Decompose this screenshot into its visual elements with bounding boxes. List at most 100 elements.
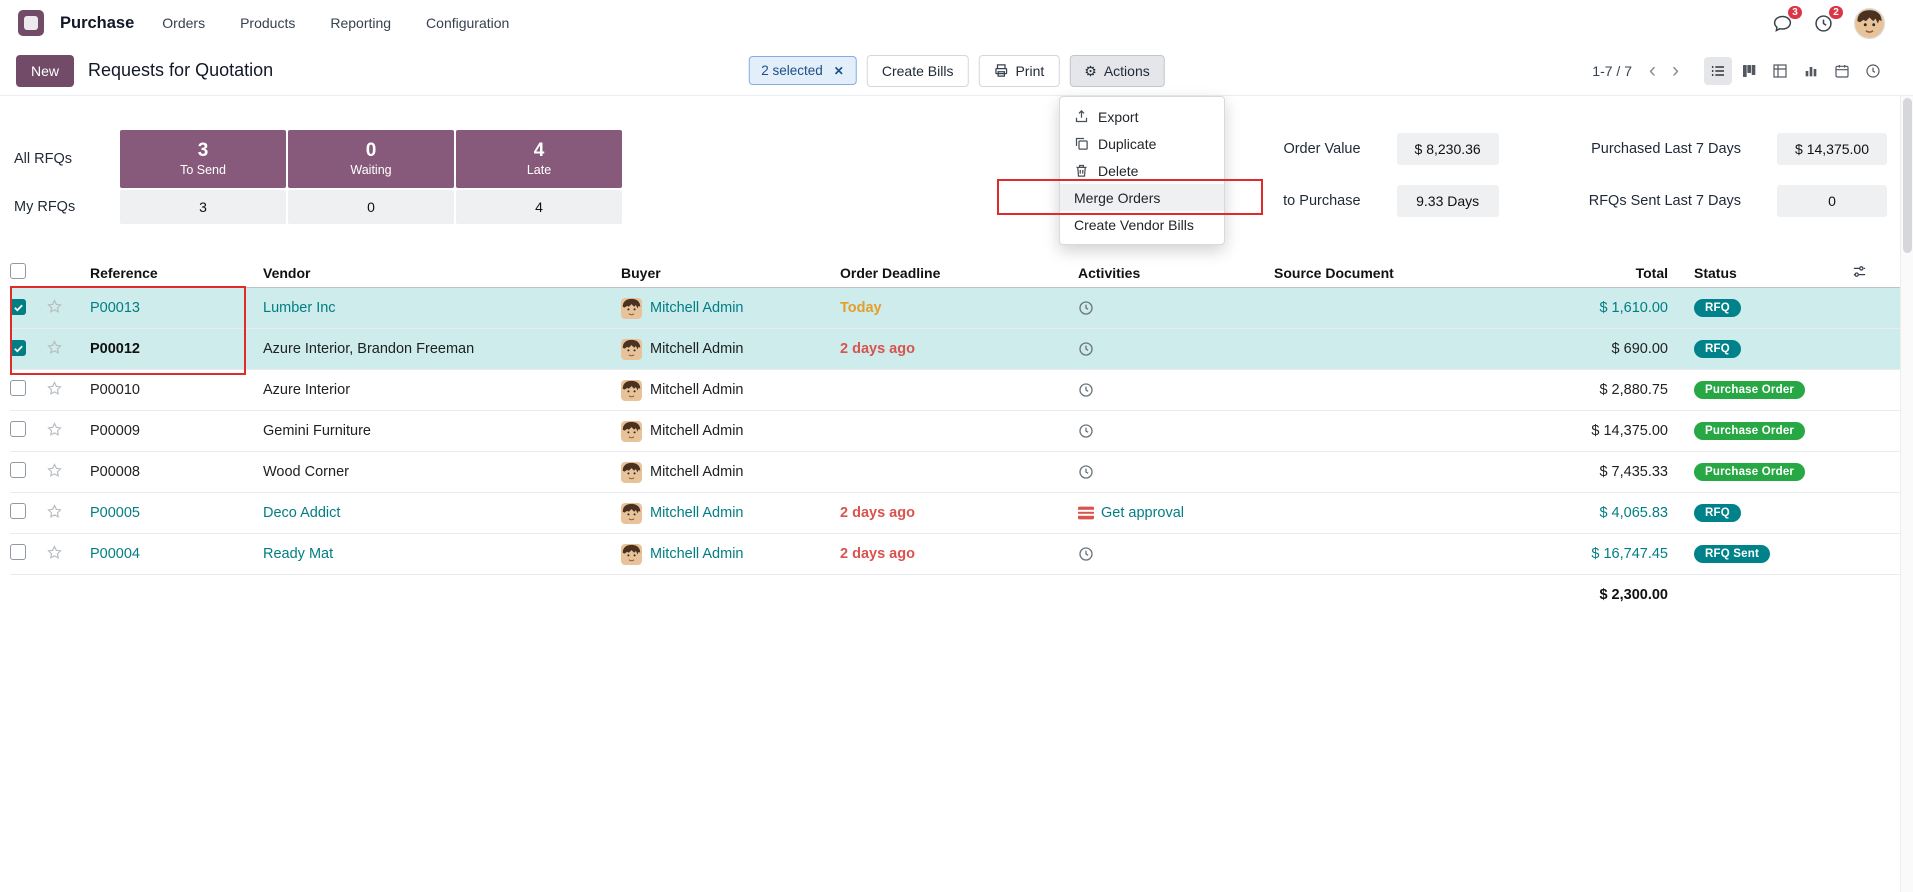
row-checkbox[interactable] bbox=[10, 299, 26, 316]
reference-cell[interactable]: P00009 bbox=[90, 423, 140, 439]
vendor-cell[interactable]: Lumber Inc bbox=[263, 300, 336, 316]
buyer-cell[interactable]: Mitchell Admin bbox=[621, 380, 840, 401]
activity-cell[interactable]: Get approval bbox=[1078, 505, 1274, 521]
view-pivot-button[interactable] bbox=[1766, 57, 1794, 85]
tile-waiting[interactable]: 0 Waiting bbox=[288, 130, 454, 188]
total-cell[interactable]: $ 690.00 bbox=[1611, 341, 1668, 357]
status-cell[interactable]: RFQ Sent bbox=[1682, 545, 1852, 563]
total-cell[interactable]: $ 7,435.33 bbox=[1599, 464, 1668, 480]
row-checkbox[interactable] bbox=[10, 340, 26, 357]
vendor-cell[interactable]: Deco Addict bbox=[263, 505, 341, 521]
deadline-cell[interactable]: 2 days ago bbox=[840, 341, 915, 357]
table-row[interactable]: P00012 Azure Interior, Brandon Freeman M… bbox=[10, 329, 1913, 370]
activity-cell[interactable] bbox=[1078, 423, 1274, 439]
deadline-cell[interactable]: Today bbox=[840, 300, 882, 316]
clear-selection-icon[interactable]: ✕ bbox=[833, 63, 844, 78]
my-to-send-value[interactable]: 3 bbox=[120, 190, 286, 224]
view-activity-button[interactable] bbox=[1859, 57, 1887, 85]
col-vendor[interactable]: Vendor bbox=[263, 264, 311, 281]
favorite-star-icon[interactable] bbox=[46, 503, 90, 524]
activity-cell[interactable] bbox=[1078, 300, 1274, 316]
table-row[interactable]: P00008 Wood Corner Mitchell Admin $ 7,43… bbox=[10, 452, 1913, 493]
new-button[interactable]: New bbox=[16, 54, 75, 87]
buyer-cell[interactable]: Mitchell Admin bbox=[621, 503, 840, 524]
menu-item-delete[interactable]: Delete bbox=[1060, 157, 1224, 184]
view-calendar-button[interactable] bbox=[1828, 57, 1856, 85]
view-list-button[interactable] bbox=[1704, 56, 1732, 85]
table-row[interactable]: P00009 Gemini Furniture Mitchell Admin $… bbox=[10, 411, 1913, 452]
table-row[interactable]: P00005 Deco Addict Mitchell Admin 2 days… bbox=[10, 493, 1913, 534]
total-cell[interactable]: $ 1,610.00 bbox=[1599, 300, 1668, 316]
vertical-scrollbar[interactable] bbox=[1900, 96, 1913, 892]
row-checkbox[interactable] bbox=[10, 380, 26, 396]
select-all-checkbox[interactable] bbox=[10, 263, 26, 279]
reference-cell[interactable]: P00004 bbox=[90, 546, 140, 562]
favorite-star-icon[interactable] bbox=[46, 380, 90, 401]
activities-button[interactable]: 2 bbox=[1813, 5, 1843, 34]
col-total[interactable]: Total bbox=[1635, 264, 1668, 281]
nav-menu-products[interactable]: Products bbox=[240, 15, 296, 31]
buyer-cell[interactable]: Mitchell Admin bbox=[621, 462, 840, 483]
buyer-cell[interactable]: Mitchell Admin bbox=[621, 298, 840, 319]
deadline-cell[interactable]: 2 days ago bbox=[840, 546, 915, 562]
actions-button[interactable]: ⚙ Actions bbox=[1069, 54, 1165, 87]
status-cell[interactable]: RFQ bbox=[1682, 299, 1852, 317]
print-button[interactable]: Print bbox=[978, 54, 1060, 87]
col-order-deadline[interactable]: Order Deadline bbox=[840, 264, 941, 281]
menu-item-create-vendor-bills[interactable]: Create Vendor Bills bbox=[1074, 216, 1194, 233]
tile-to-send[interactable]: 3 To Send bbox=[120, 130, 286, 188]
col-buyer[interactable]: Buyer bbox=[621, 264, 661, 281]
favorite-star-icon[interactable] bbox=[46, 339, 90, 360]
total-cell[interactable]: $ 4,065.83 bbox=[1599, 505, 1668, 521]
view-kanban-button[interactable] bbox=[1735, 57, 1763, 85]
menu-item-export[interactable]: Export bbox=[1060, 103, 1224, 130]
col-status[interactable]: Status bbox=[1694, 264, 1737, 281]
status-cell[interactable]: Purchase Order bbox=[1682, 422, 1852, 440]
reference-cell[interactable]: P00008 bbox=[90, 464, 140, 480]
my-waiting-value[interactable]: 0 bbox=[288, 190, 454, 224]
app-brand[interactable]: Purchase bbox=[60, 13, 135, 32]
user-avatar[interactable] bbox=[1854, 7, 1885, 39]
total-cell[interactable]: $ 16,747.45 bbox=[1591, 546, 1668, 562]
activity-cell[interactable] bbox=[1078, 464, 1274, 480]
vendor-cell[interactable]: Azure Interior bbox=[263, 382, 351, 398]
optional-columns-button[interactable] bbox=[1852, 264, 1892, 282]
status-cell[interactable]: RFQ bbox=[1682, 340, 1852, 358]
reference-cell[interactable]: P00005 bbox=[90, 505, 140, 521]
status-cell[interactable]: Purchase Order bbox=[1682, 381, 1852, 399]
nav-menu-orders[interactable]: Orders bbox=[162, 15, 206, 31]
vendor-cell[interactable]: Wood Corner bbox=[263, 464, 349, 480]
row-checkbox[interactable] bbox=[10, 544, 26, 560]
favorite-star-icon[interactable] bbox=[46, 462, 90, 483]
messages-button[interactable]: 3 bbox=[1772, 5, 1802, 34]
row-checkbox[interactable] bbox=[10, 503, 26, 519]
menu-item-merge-orders[interactable]: Merge Orders bbox=[1060, 184, 1224, 211]
vendor-cell[interactable]: Ready Mat bbox=[263, 546, 334, 562]
status-cell[interactable]: RFQ bbox=[1682, 504, 1852, 522]
pager-prev-button[interactable]: ‹ bbox=[1642, 60, 1663, 81]
activity-cell[interactable] bbox=[1078, 341, 1274, 357]
total-cell[interactable]: $ 14,375.00 bbox=[1591, 423, 1668, 439]
create-bills-button[interactable]: Create Bills bbox=[866, 54, 969, 87]
table-row[interactable]: P00004 Ready Mat Mitchell Admin 2 days a… bbox=[10, 534, 1913, 575]
table-row[interactable]: P00010 Azure Interior Mitchell Admin $ 2… bbox=[10, 370, 1913, 411]
activity-cell[interactable] bbox=[1078, 546, 1274, 562]
activity-label[interactable]: Get approval bbox=[1101, 505, 1185, 521]
buyer-cell[interactable]: Mitchell Admin bbox=[621, 339, 840, 360]
buyer-cell[interactable]: Mitchell Admin bbox=[621, 544, 840, 565]
col-reference[interactable]: Reference bbox=[90, 264, 158, 281]
reference-cell[interactable]: P00013 bbox=[90, 300, 140, 316]
vendor-cell[interactable]: Azure Interior, Brandon Freeman bbox=[263, 341, 475, 357]
pager-next-button[interactable]: › bbox=[1665, 60, 1686, 81]
table-row[interactable]: P00013 Lumber Inc Mitchell Admin Today $… bbox=[10, 288, 1913, 329]
row-checkbox[interactable] bbox=[10, 421, 26, 437]
activity-cell[interactable] bbox=[1078, 382, 1274, 398]
total-cell[interactable]: $ 2,880.75 bbox=[1599, 382, 1668, 398]
view-graph-button[interactable] bbox=[1797, 57, 1825, 85]
reference-cell[interactable]: P00010 bbox=[90, 382, 140, 398]
buyer-cell[interactable]: Mitchell Admin bbox=[621, 421, 840, 442]
vendor-cell[interactable]: Gemini Furniture bbox=[263, 423, 371, 439]
app-logo-icon[interactable] bbox=[18, 10, 44, 36]
favorite-star-icon[interactable] bbox=[46, 298, 90, 319]
deadline-cell[interactable]: 2 days ago bbox=[840, 505, 915, 521]
